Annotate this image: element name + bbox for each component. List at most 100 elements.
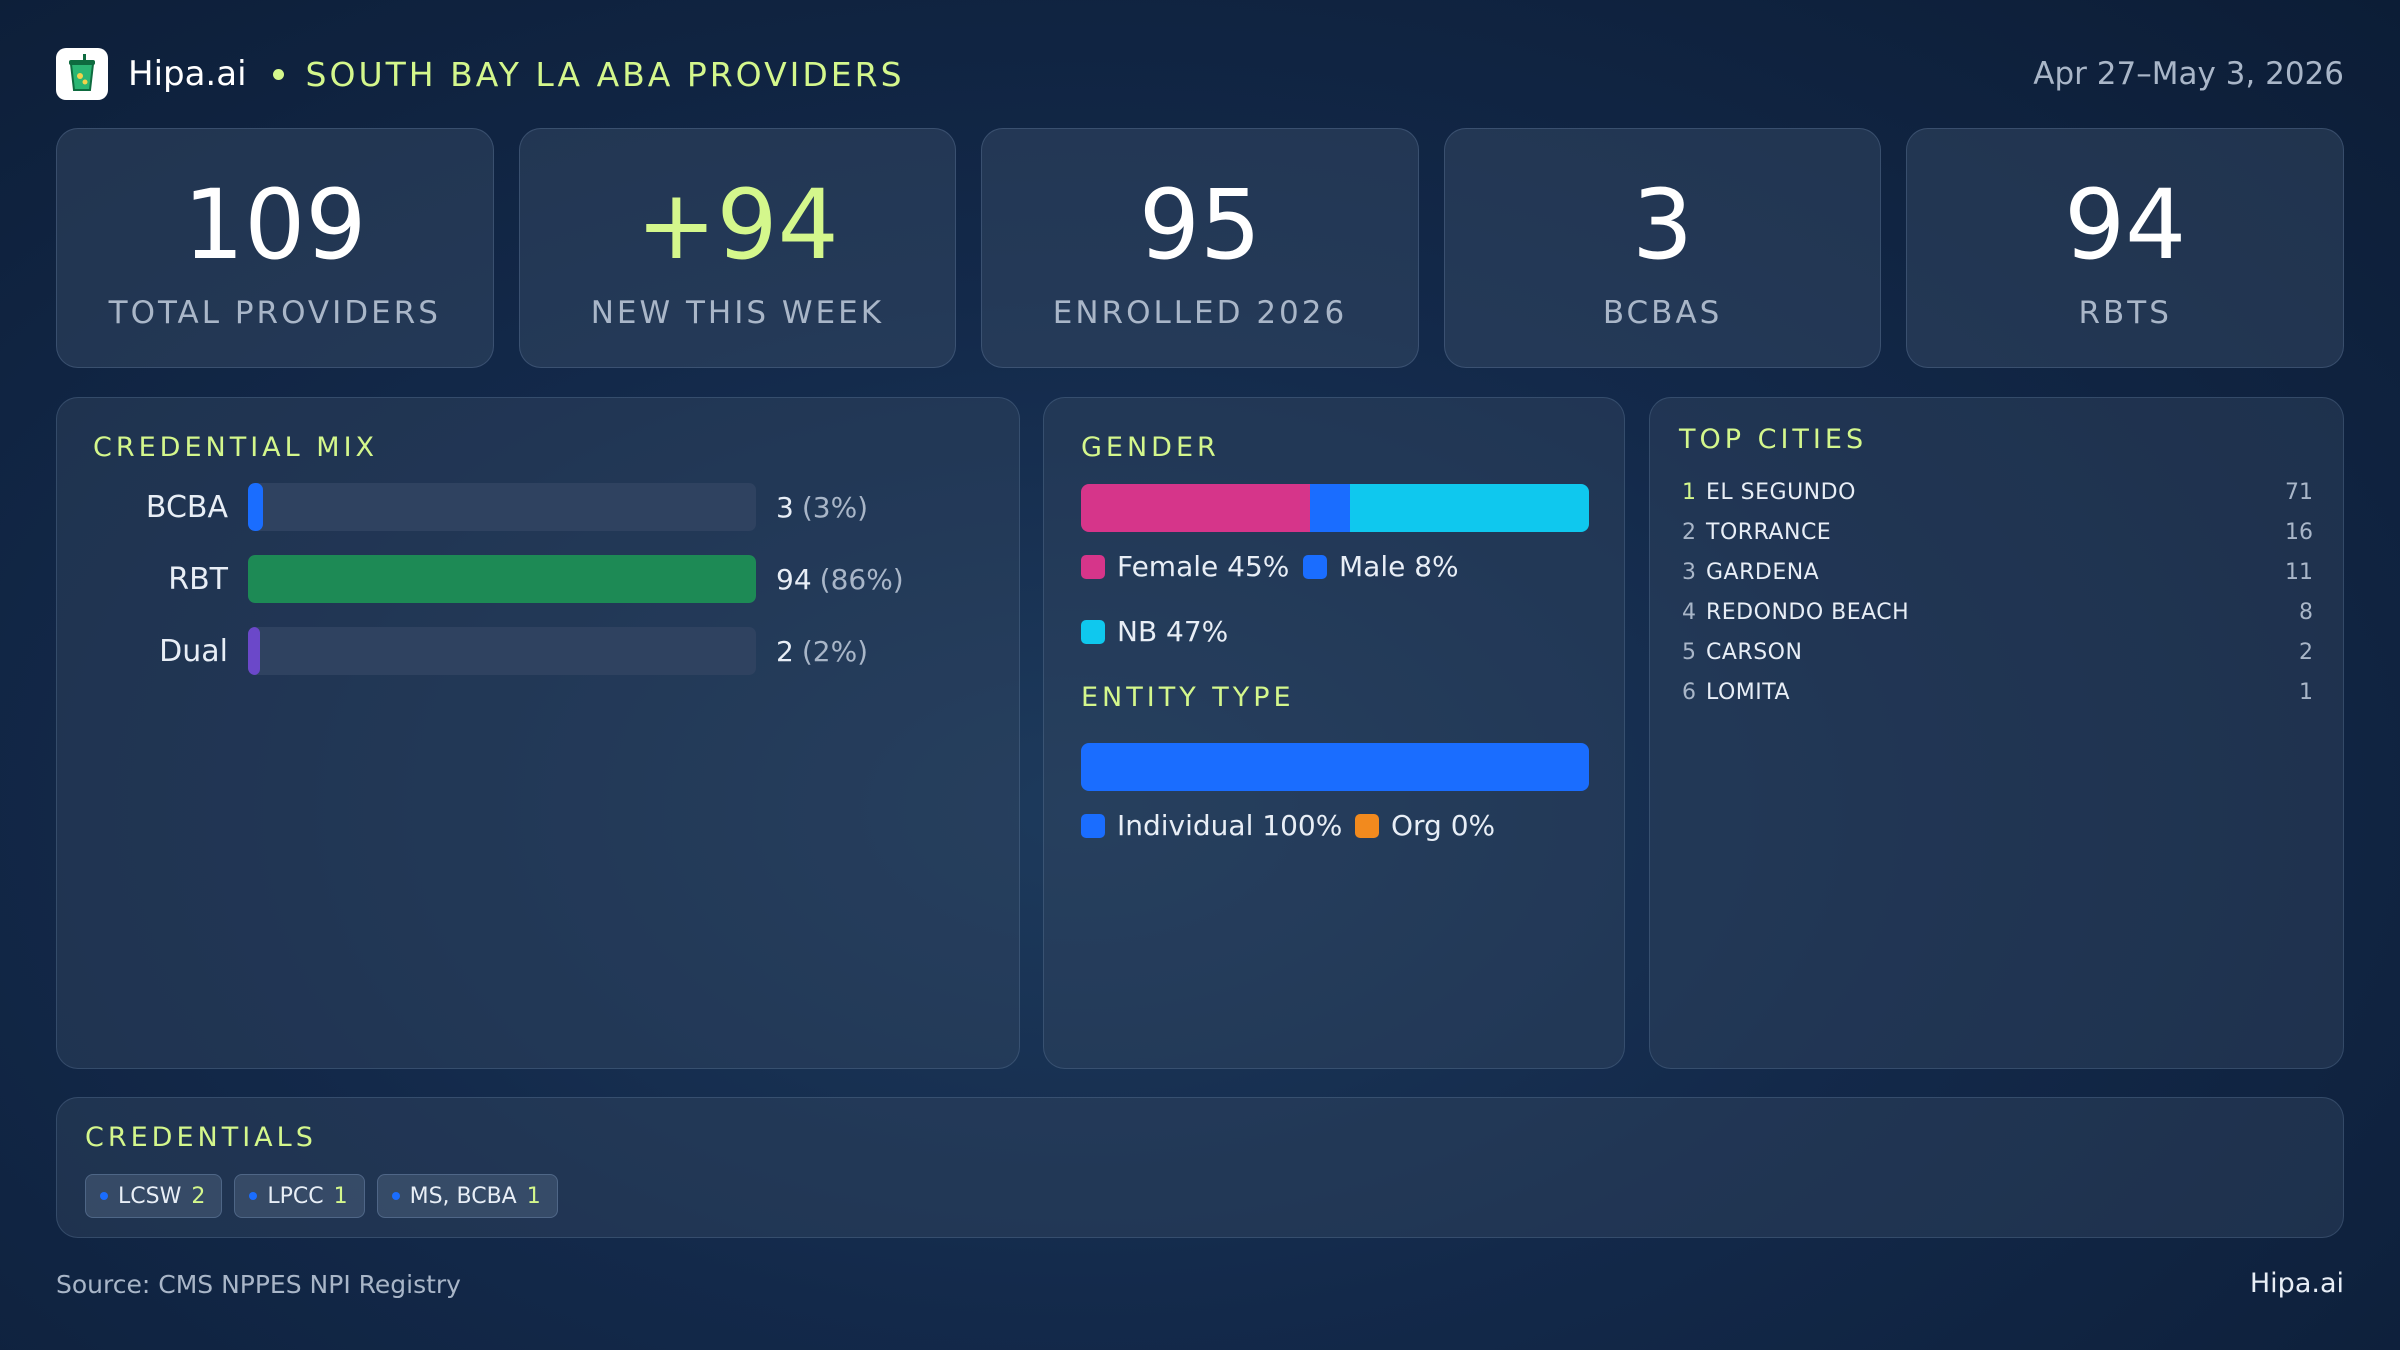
credential-count: 3 [776,490,794,524]
kpi-label: RBTS [2078,295,2172,331]
legend-label: Org 0% [1391,809,1496,842]
credential-value: 3 (3%) [776,491,868,524]
legend-swatch [1081,813,1105,838]
city-rank: 6 [1682,679,1696,705]
credential-value: 2 (2%) [776,635,868,668]
stack-segment [1309,484,1351,532]
panel-title: CREDENTIALS [85,1122,317,1153]
footer-brand: Hipa.ai [2249,1268,2344,1299]
credential-bar-fill [248,555,756,603]
kpi-label: TOTAL PROVIDERS [108,295,441,331]
kpi-label: NEW THIS WEEK [590,295,885,331]
credential-count: 2 [776,634,794,668]
legend-swatch [1081,619,1105,644]
chip-label: LPCC [267,1183,324,1209]
gender-title: GENDER [1081,432,1220,463]
chip-dot [100,1192,108,1200]
kpi-value: 95 [1138,169,1262,281]
credential-chips: LCSW 2 LPCC 1 MS, BCBA 1 [85,1174,558,1218]
city-row: 1 EL SEGUNDO 71 [1682,472,2313,512]
cup-icon [69,54,95,91]
credential-row-dual: Dual 2 (2%) [57,627,1019,675]
credential-label: Dual [159,633,228,669]
credential-count: 94 [776,562,812,596]
credential-mix-panel: CREDENTIAL MIX BCBA 3 (3%) RBT 94 (86%) Du… [56,397,1020,1069]
kpi-bcbas: 3 BCBAS [1443,128,1882,368]
credential-percent: (3%) [801,490,869,524]
chip-dot [391,1192,400,1200]
city-count: 2 [2299,639,2313,665]
city-row: 4 REDONDO BEACH 8 [1682,592,2313,632]
credential-value: 94 (86%) [776,563,904,596]
stack-segment [1081,484,1310,532]
header: Hipa.ai SOUTH BAY LA ABA PROVIDERS Apr 2… [56,48,2344,100]
credential-label: BCBA [145,489,228,525]
legend-individual: Individual 100% [1081,809,1342,842]
logo [56,48,108,100]
credential-bar-track [248,627,756,675]
gender-stacked-bar [1081,484,1589,532]
kpi-value: 109 [183,169,367,281]
chip-count: 1 [333,1183,348,1209]
credential-bar-fill [248,483,263,531]
entity-stacked-bar [1081,743,1589,791]
city-row: 5 CARSON 2 [1682,632,2313,672]
brand-name: Hipa.ai [128,54,247,94]
city-count: 8 [2299,599,2313,625]
city-rank: 1 [1682,479,1696,505]
city-rank: 2 [1682,519,1696,545]
legend-female: Female 45% [1081,550,1289,583]
kpi-label: ENROLLED 2026 [1052,295,1348,331]
entity-type-title: ENTITY TYPE [1081,682,1295,713]
legend-swatch [1355,813,1379,838]
city-rank: 5 [1682,639,1696,665]
legend-org: Org 0% [1355,809,1495,842]
legend-swatch [1081,554,1105,579]
chip-label: MS, BCBA [409,1183,517,1209]
credential-bar-track [248,483,756,531]
kpi-rbts: 94 RBTS [1906,128,2344,368]
city-name: CARSON [1706,639,1803,665]
chip-label: LCSW [118,1183,182,1209]
city-count: 11 [2285,559,2313,585]
kpi-value: +94 [636,169,839,281]
city-count: 16 [2285,519,2313,545]
panel-title: TOP CITIES [1679,424,1868,455]
chip-count: 1 [526,1183,541,1209]
legend-label: NB 47% [1117,615,1229,648]
dashboard-subtitle: SOUTH BAY LA ABA PROVIDERS [305,54,905,94]
city-count: 1 [2299,679,2313,705]
kpi-value: 94 [2064,169,2187,281]
top-cities-panel: TOP CITIES 1 EL SEGUNDO 71 2 TORRANCE 16… [1649,397,2344,1069]
credential-bar-fill [248,627,260,675]
credential-row-rbt: RBT 94 (86%) [57,555,1019,603]
city-row: 2 TORRANCE 16 [1682,512,2313,552]
city-name: LOMITA [1706,679,1791,705]
legend-swatch [1303,554,1327,579]
gender-entity-panel: GENDER Female 45% Male 8% NB 47% ENTITY … [1043,397,1625,1069]
credentials-panel: CREDENTIALS LCSW 2 LPCC 1 MS, BCBA 1 [56,1097,2344,1238]
chip-count: 2 [191,1183,206,1209]
kpi-row: 109 TOTAL PROVIDERS +94 NEW THIS WEEK 95… [56,128,2344,368]
separator-dot [272,68,284,80]
credential-chip[interactable]: LCSW 2 [85,1174,223,1218]
kpi-total-providers: 109 TOTAL PROVIDERS [56,128,494,368]
date-range: Apr 27–May 3, 2026 [2033,56,2344,92]
city-name: EL SEGUNDO [1706,479,1856,505]
city-name: GARDENA [1706,559,1820,585]
credential-chip[interactable]: MS, BCBA 1 [376,1174,558,1218]
city-rank: 3 [1682,559,1696,585]
city-row: 6 LOMITA 1 [1682,672,2313,712]
city-name: TORRANCE [1706,519,1832,545]
panel-title: CREDENTIAL MIX [93,432,379,463]
legend-label: Female 45% [1117,550,1290,583]
credential-label: RBT [168,561,228,597]
credential-row-bcba: BCBA 3 (3%) [57,483,1019,531]
credential-chip[interactable]: LPCC 1 [234,1174,365,1218]
legend-label: Individual 100% [1117,809,1343,842]
kpi-enrolled-2026: 95 ENROLLED 2026 [981,128,1419,368]
kpi-new-this-week: +94 NEW THIS WEEK [518,128,957,368]
credential-percent: (2%) [801,634,869,668]
city-name: REDONDO BEACH [1706,599,1910,625]
legend-label: Male 8% [1339,550,1459,583]
